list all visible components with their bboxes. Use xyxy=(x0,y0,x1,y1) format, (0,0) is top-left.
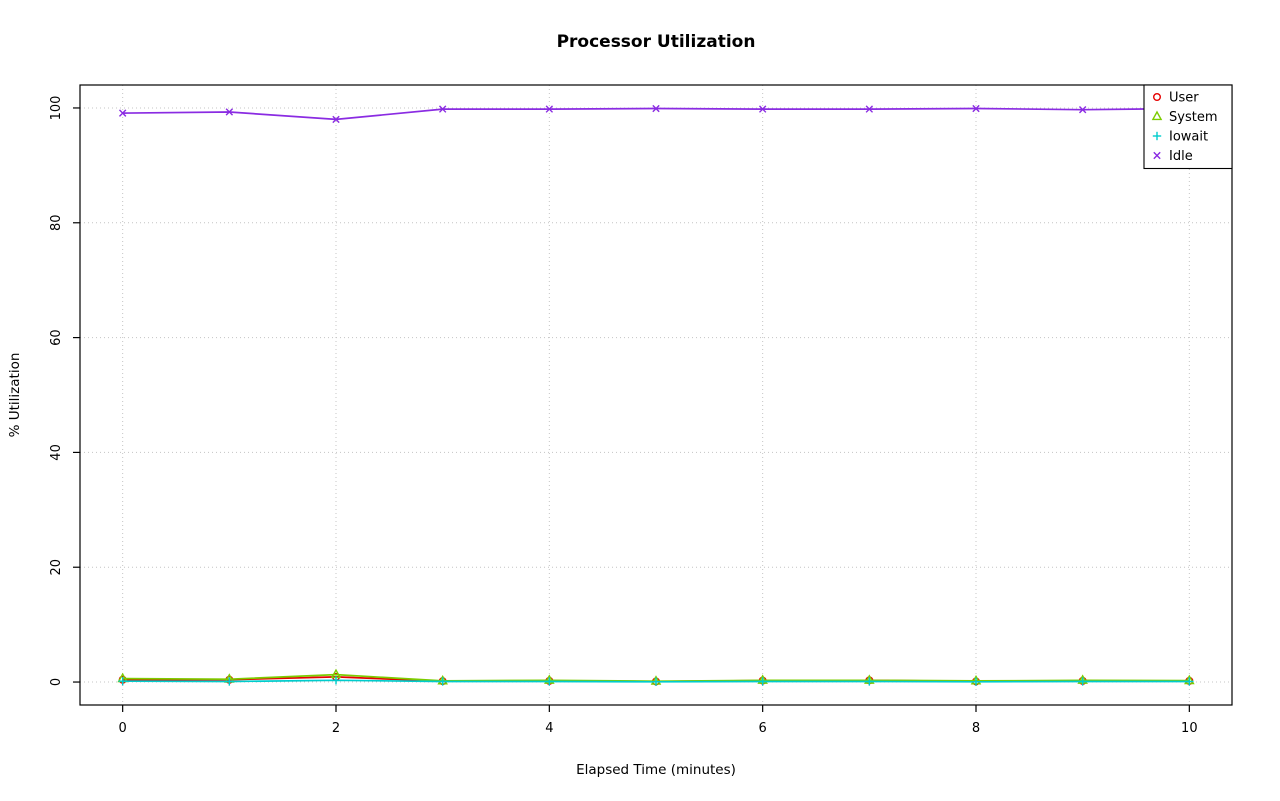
marker-x xyxy=(972,104,980,113)
y-tick-label: 60 xyxy=(49,329,64,346)
series-line-idle xyxy=(122,107,1190,121)
x-tick-label: 2 xyxy=(332,721,340,736)
legend-label-user: User xyxy=(1169,91,1199,106)
y-tick-label: 20 xyxy=(49,559,64,576)
marker-x xyxy=(1078,105,1087,114)
y-tick-label: 80 xyxy=(49,215,64,232)
x-tick-label: 4 xyxy=(545,721,553,736)
y-tick-label: 0 xyxy=(49,678,64,686)
x-axis-label: Elapsed Time (minutes) xyxy=(576,762,736,778)
x-tick-label: 6 xyxy=(759,721,767,736)
marker-x xyxy=(652,104,660,113)
marker-x xyxy=(438,105,447,113)
y-tick-label: 100 xyxy=(49,96,64,121)
marker-triangle xyxy=(1151,110,1163,121)
marker-circle xyxy=(1152,92,1161,101)
x-tick-label: 10 xyxy=(1181,721,1198,736)
marker-x xyxy=(332,115,340,124)
legend-label-iowait: Iowait xyxy=(1169,130,1208,145)
x-tick-label: 8 xyxy=(972,721,980,736)
marker-x xyxy=(1153,151,1161,160)
x-tick-label: 0 xyxy=(119,721,127,736)
marker-x xyxy=(545,105,554,113)
plot-box xyxy=(79,84,1233,706)
marker-x xyxy=(865,105,874,113)
legend-label-system: System xyxy=(1169,110,1217,125)
chart-title: Processor Utilization xyxy=(556,32,756,52)
y-tick-label: 40 xyxy=(49,444,64,461)
marker-x xyxy=(118,109,127,117)
marker-x xyxy=(758,105,767,113)
legend-label-idle: Idle xyxy=(1169,149,1193,164)
marker-x xyxy=(225,108,234,116)
